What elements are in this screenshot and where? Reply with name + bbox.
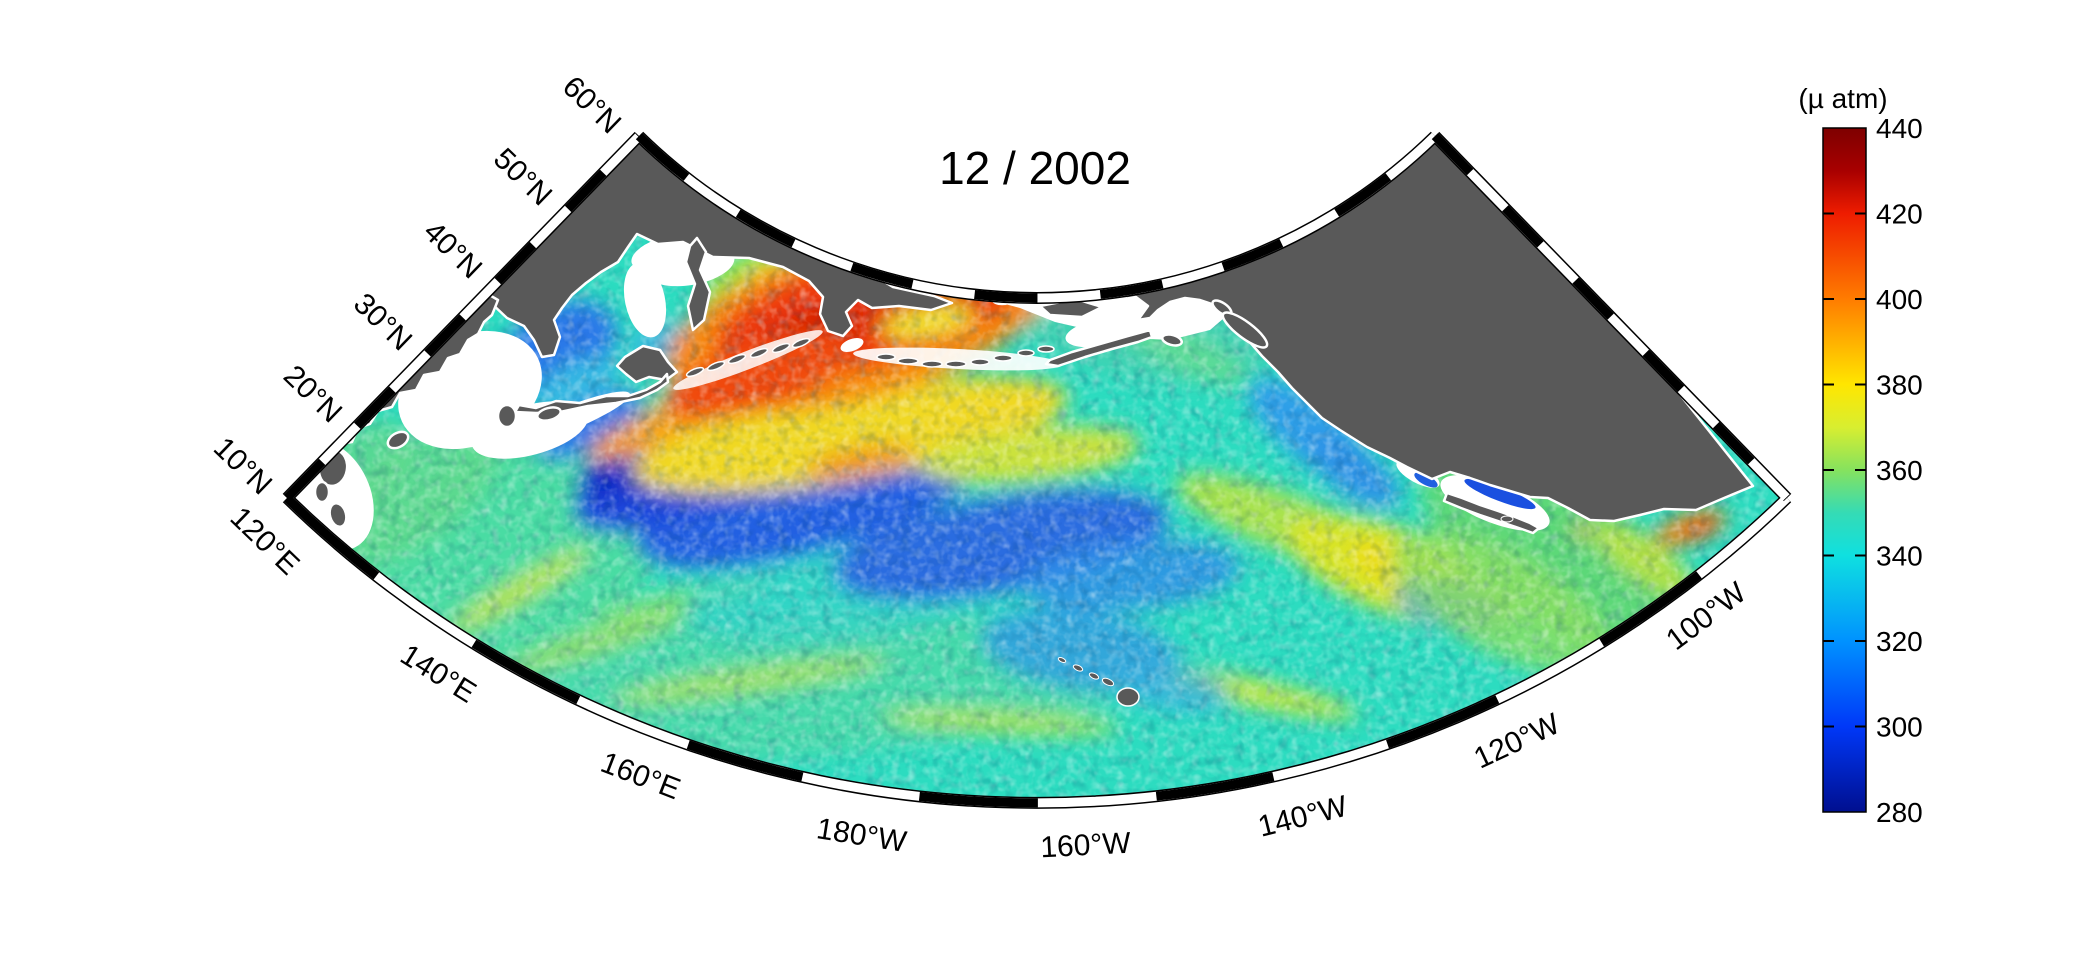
land-baja-california <box>1442 491 1541 535</box>
lon-label-120e: 120°E <box>224 501 306 582</box>
colorbar-ticks <box>1823 212 1866 728</box>
land-philippine-isl2 <box>328 501 348 529</box>
colorbar: (µ atm) 440 420 400 380 360 340 320 300 … <box>1798 83 1922 828</box>
cb-label-380: 380 <box>1876 370 1923 401</box>
socal-bight-data <box>1414 472 1438 488</box>
land-kodiak-island <box>1161 333 1183 347</box>
land-taiwan <box>386 430 410 450</box>
colorbar-unit-label: (µ atm) <box>1798 83 1887 114</box>
lon-label-120w: 120°W <box>1469 707 1565 775</box>
cb-label-280: 280 <box>1876 797 1923 828</box>
land-kuril-islands <box>685 337 811 378</box>
land-islas-marias <box>1500 515 1514 523</box>
lat-label-20n: 20°N <box>277 359 348 429</box>
land-honshu <box>513 372 670 415</box>
lat-label-10n: 10°N <box>207 431 278 501</box>
land-masses <box>313 136 1755 707</box>
cb-label-340: 340 <box>1876 541 1923 572</box>
cb-label-300: 300 <box>1876 712 1923 743</box>
cb-label-400: 400 <box>1876 284 1923 315</box>
figure-title: 12 / 2002 <box>939 142 1131 194</box>
land-philippine-isl <box>313 480 331 504</box>
land-shikoku <box>536 406 562 422</box>
land-hawaii-big-island <box>1116 687 1140 707</box>
land-kyushu <box>496 403 518 429</box>
lat-label-60n: 60°N <box>556 70 627 140</box>
land-north-america <box>1122 136 1755 523</box>
land-alaska-peninsula <box>1044 328 1154 368</box>
lon-label-140w: 140°W <box>1255 790 1351 844</box>
lat-label-40n: 40°N <box>417 215 488 285</box>
land-sakhalin <box>684 236 712 332</box>
land-aleutian-islands <box>876 345 1055 368</box>
gulf-of-california-data <box>1464 478 1536 510</box>
cb-label-440: 440 <box>1876 113 1923 144</box>
lon-label-180w: 180°W <box>814 812 909 859</box>
cb-label-320: 320 <box>1876 626 1923 657</box>
lon-label-160w: 160°W <box>1040 827 1133 865</box>
lat-label-30n: 30°N <box>347 287 418 357</box>
lon-label-160e: 160°E <box>596 746 684 806</box>
colorbar-tick-labels: 440 420 400 380 360 340 320 300 280 <box>1876 113 1923 828</box>
lat-label-50n: 50°N <box>487 142 558 212</box>
cb-label-360: 360 <box>1876 455 1923 486</box>
lon-label-140e: 140°E <box>394 638 481 709</box>
land-vancouver-island <box>1221 311 1269 349</box>
land-hawaiian-chain <box>1057 657 1115 687</box>
land-siberia <box>480 136 954 359</box>
map-border <box>282 131 1792 809</box>
cb-label-420: 420 <box>1876 199 1923 230</box>
